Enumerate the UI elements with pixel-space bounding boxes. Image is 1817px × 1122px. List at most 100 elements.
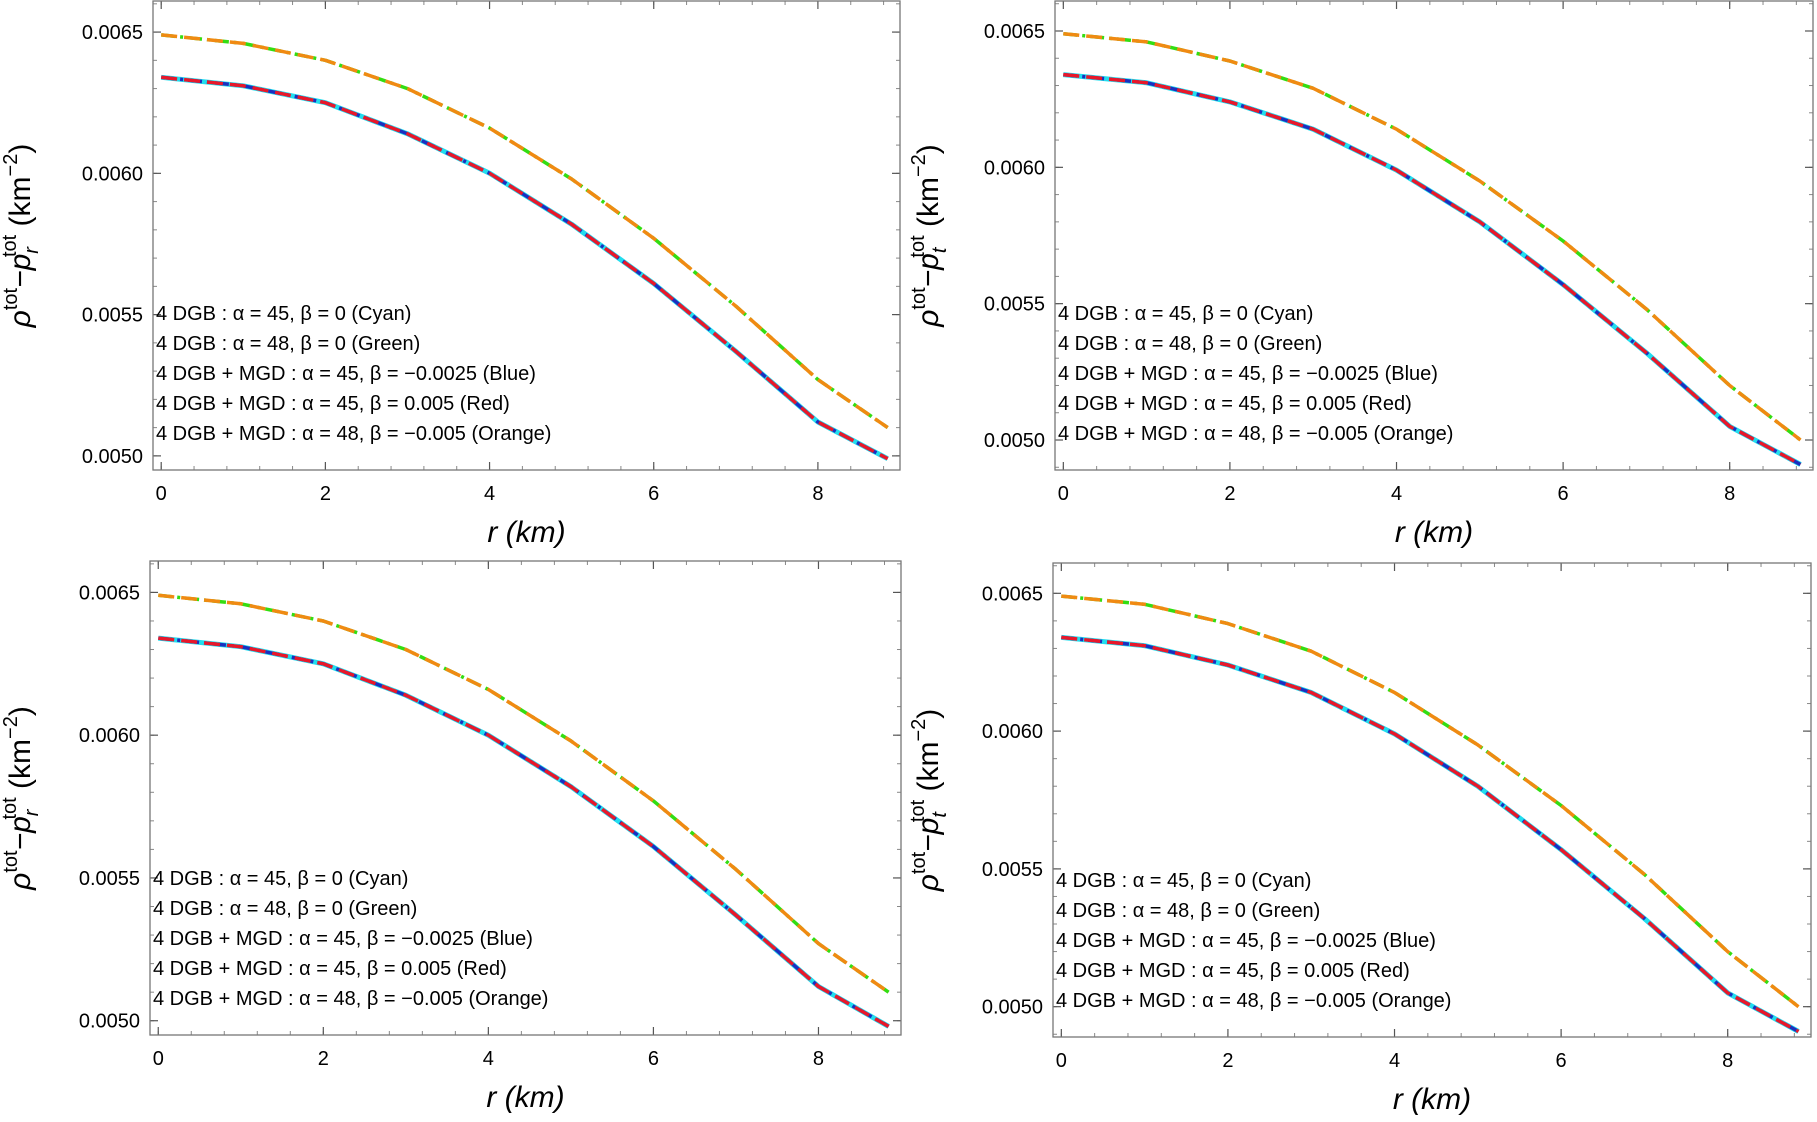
x-tick-label: 0 (153, 1048, 164, 1070)
legend-entry-3: 4 DGB + MGD : α = 45, β = −0.0025 (Blue) (1058, 363, 1438, 385)
series-lines (1063, 31, 1802, 467)
y-tick-label: 0.0050 (79, 1011, 140, 1033)
legend-entry-4: 4 DGB + MGD : α = 45, β = 0.005 (Red) (1058, 393, 1412, 415)
y-axis-title: ρtot−prtot (km−2) (0, 144, 43, 329)
y-tick-label: 0.0055 (79, 868, 140, 890)
y-axis-sub: r (21, 808, 43, 816)
y-tick-label: 0.0055 (984, 294, 1045, 316)
legend: 4 DGB : α = 45, β = 0 (Cyan) 4 DGB : α = … (1056, 870, 1451, 1012)
y-axis-minus-p: −p (4, 254, 37, 288)
y-axis-unit-sup: −2 (0, 716, 22, 739)
y-tick-label: 0.0065 (984, 21, 1045, 43)
legend-entry-5: 4 DGB + MGD : α = 48, β = −0.005 (Orange… (153, 988, 548, 1010)
y-axis-rho: ρ (912, 874, 945, 892)
x-axis-var: r (486, 1081, 497, 1114)
y-axis-rho: ρ (4, 873, 37, 891)
y-tick-label: 0.0060 (79, 725, 140, 747)
x-tick-label: 2 (318, 1048, 329, 1070)
chart-panel-1: 0 2 4 6 8 0.0050 0.0055 0.0060 0.0065 4 DGB : α =… (0, 0, 909, 564)
x-axis-var: r (1393, 1083, 1404, 1116)
x-tick-label: 2 (320, 483, 331, 505)
y-axis-minus-p: −p (912, 818, 945, 852)
legend-entry-2: 4 DGB : α = 48, β = 0 (Green) (156, 333, 420, 355)
chart-svg: 0 2 4 6 8 0.0050 0.0055 0.0060 0.0065 4 DGB : α =… (0, 560, 902, 1114)
y-axis-sup-rho: tot (908, 851, 930, 874)
x-tick-label: 6 (1556, 1050, 1567, 1072)
y-axis-rho: ρ (4, 310, 37, 328)
legend-entry-5: 4 DGB + MGD : α = 48, β = −0.005 (Orange… (1056, 990, 1451, 1012)
y-axis-close: ) (4, 144, 37, 154)
legend-entry-1: 4 DGB : α = 45, β = 0 (Cyan) (1056, 870, 1311, 892)
y-tick-label: 0.0050 (984, 430, 1045, 452)
y-axis-unit: (km (4, 176, 37, 234)
y-axis-unit-sup: −2 (0, 154, 22, 177)
y-axis-sup-p: tot (907, 799, 929, 822)
x-tick-label: 0 (1056, 1050, 1067, 1072)
legend-entry-2: 4 DGB : α = 48, β = 0 (Green) (153, 898, 417, 920)
x-tick-label: 4 (484, 483, 495, 505)
y-tick-label: 0.0055 (82, 305, 143, 327)
y-axis-sup-p: tot (0, 234, 21, 257)
chart-svg: 0 2 4 6 8 0.0050 0.0055 0.0060 0.0065 4 DGB : α =… (0, 0, 901, 549)
x-axis-title: r (km) (487, 516, 565, 549)
y-axis-unit-sup: −2 (908, 154, 930, 177)
chart-panel-3: 0 2 4 6 8 0.0050 0.0055 0.0060 0.0065 4 DGB : α =… (0, 558, 909, 1122)
y-axis-close: ) (912, 144, 945, 154)
y-axis-sub: t (929, 246, 951, 253)
legend: 4 DGB : α = 45, β = 0 (Cyan) 4 DGB : α = … (1058, 303, 1453, 445)
x-axis-unit: (km) (1403, 1083, 1471, 1116)
x-tick-label: 4 (1391, 483, 1402, 505)
legend-entry-2: 4 DGB : α = 48, β = 0 (Green) (1056, 900, 1320, 922)
x-tick-label: 6 (648, 483, 659, 505)
series-lines (1061, 594, 1800, 1034)
x-tick-label: 2 (1224, 483, 1235, 505)
y-axis-unit-sup: −2 (908, 719, 930, 742)
series-line-3 (158, 636, 890, 1028)
x-tick-label: 2 (1222, 1050, 1233, 1072)
y-axis-close: ) (912, 709, 945, 719)
legend-entry-1: 4 DGB : α = 45, β = 0 (Cyan) (156, 303, 411, 325)
y-axis-unit: (km (4, 739, 37, 797)
x-axis-title: r (km) (1395, 516, 1473, 549)
y-tick-label: 0.0050 (82, 446, 143, 468)
plot-frame (1052, 562, 1812, 1038)
x-tick-label: 8 (812, 483, 823, 505)
legend-entry-3: 4 DGB + MGD : α = 45, β = −0.0025 (Blue) (1056, 930, 1436, 952)
x-axis-title: r (km) (1393, 1083, 1471, 1116)
y-axis-title: ρtot−pttot (km−2) (907, 144, 951, 328)
x-tick-label: 4 (483, 1048, 494, 1070)
y-axis-sup-p: tot (0, 797, 21, 820)
y-tick-label: 0.0060 (82, 163, 143, 185)
x-axis-title: r (km) (486, 1081, 564, 1114)
y-axis-sup-p: tot (907, 235, 929, 258)
legend-entry-2: 4 DGB : α = 48, β = 0 (Green) (1058, 333, 1322, 355)
y-axis-close: ) (4, 706, 37, 716)
chart-panel-2: 0 2 4 6 8 0.0050 0.0055 0.0060 0.0065 4 DGB : α =… (907, 0, 1817, 564)
legend-entry-4: 4 DGB + MGD : α = 45, β = 0.005 (Red) (153, 958, 507, 980)
x-axis-unit: (km) (496, 1081, 564, 1114)
series-line-4 (1063, 72, 1802, 467)
y-tick-label: 0.0060 (982, 721, 1043, 743)
legend-entry-1: 4 DGB : α = 45, β = 0 (Cyan) (153, 868, 408, 890)
chart-panel-4: 0 2 4 6 8 0.0050 0.0055 0.0060 0.0065 4 DGB : α =… (907, 558, 1817, 1122)
x-tick-label: 4 (1389, 1050, 1400, 1072)
y-tick-label: 0.0055 (982, 859, 1043, 881)
y-axis-sup-rho: tot (0, 287, 22, 310)
legend: 4 DGB : α = 45, β = 0 (Cyan) 4 DGB : α = … (156, 303, 551, 445)
series-lines (158, 593, 890, 1029)
legend-entry-5: 4 DGB + MGD : α = 48, β = −0.005 (Orange… (1058, 423, 1453, 445)
y-axis-title: ρtot−pttot (km−2) (907, 709, 951, 893)
chart-svg: 0 2 4 6 8 0.0050 0.0055 0.0060 0.0065 4 DGB : α =… (907, 0, 1814, 549)
series-line-5 (158, 593, 890, 994)
x-tick-label: 0 (1058, 483, 1069, 505)
y-axis-unit: (km (912, 177, 945, 235)
series-line-2 (158, 593, 890, 994)
legend-entry-4: 4 DGB + MGD : α = 45, β = 0.005 (Red) (156, 393, 510, 415)
series-line-5 (1063, 31, 1802, 442)
y-tick-label: 0.0060 (984, 157, 1045, 179)
series-line-4 (1061, 635, 1800, 1034)
plot-frame (1054, 0, 1814, 471)
y-axis-sub: r (21, 246, 43, 254)
legend: 4 DGB : α = 45, β = 0 (Cyan) 4 DGB : α = … (153, 868, 548, 1010)
series-lines (160, 33, 889, 461)
